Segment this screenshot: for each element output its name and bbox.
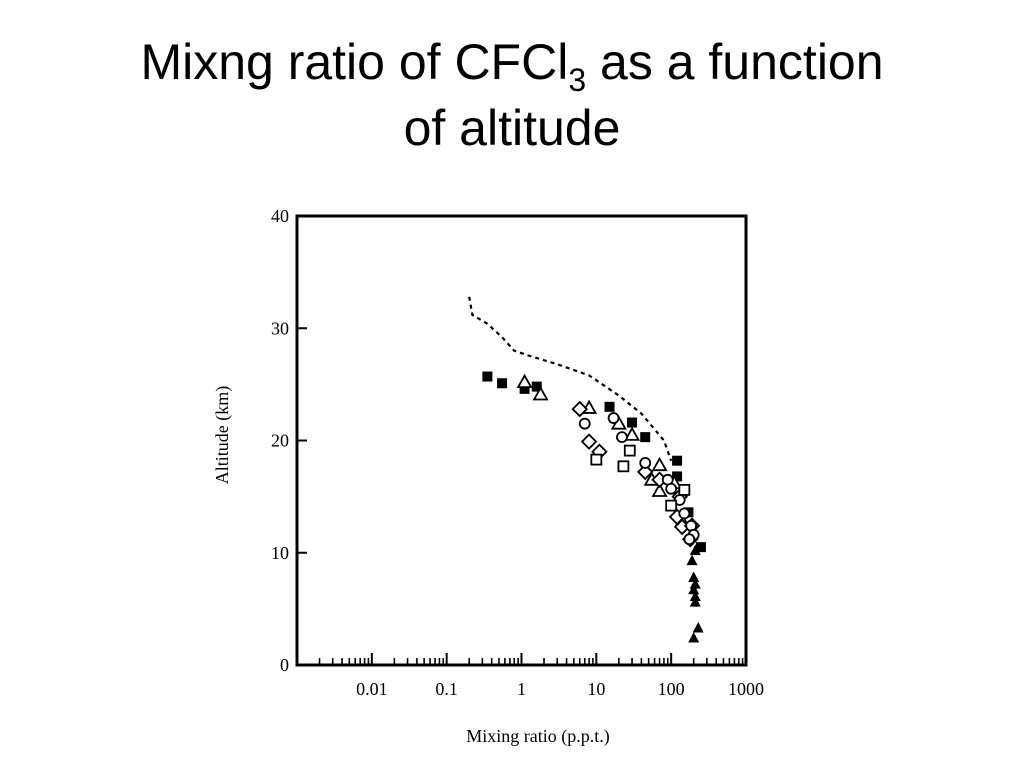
open-triangle-point <box>651 456 668 472</box>
open-circle-point <box>616 431 628 444</box>
x-tick-label: 10 <box>587 679 605 699</box>
filled-square-point <box>695 542 706 553</box>
filled-triangle-point <box>689 590 701 602</box>
filled-square-point <box>497 378 508 389</box>
open-circle-point <box>678 507 691 520</box>
x-tick-label: 0.01 <box>356 679 388 699</box>
open-triangle-point <box>651 482 668 497</box>
open-circle-point <box>607 412 620 424</box>
filled-square-point <box>531 381 542 392</box>
dashed-profile-line <box>468 296 673 462</box>
filled-square-point <box>672 471 683 482</box>
y-tick-label: 0 <box>280 655 289 675</box>
filled-square-point <box>519 383 530 394</box>
y-axis-label: Altitude (km) <box>212 386 233 484</box>
filled-square-point <box>640 432 651 443</box>
x-tick-label: 100 <box>658 679 685 699</box>
x-tick-label: 0.1 <box>435 679 458 699</box>
y-tick-label: 40 <box>271 206 289 226</box>
open-circle-point <box>683 533 696 546</box>
open-diamond-point <box>571 400 589 418</box>
filled-square-point <box>672 455 683 466</box>
x-axis-label: Mixing ratio (p.p.t.) <box>466 726 609 747</box>
x-tick-label: 1 <box>517 679 526 699</box>
filled-triangle-point <box>688 583 700 595</box>
filled-square-point <box>627 417 638 428</box>
open-circle-point <box>639 457 652 469</box>
slide-title: Mixng ratio of CFCl3 as a function of al… <box>0 32 1024 158</box>
filled-square-point <box>604 401 615 412</box>
open-square-point <box>623 444 636 457</box>
filled-triangle-point <box>688 571 700 582</box>
title-text-post: as a function <box>586 34 884 90</box>
title-subscript: 3 <box>568 62 587 98</box>
open-circle-point <box>665 482 678 495</box>
open-square-point <box>665 499 678 512</box>
filled-triangle-point <box>689 544 701 556</box>
filled-square-point <box>482 371 493 382</box>
y-tick-label: 10 <box>271 543 289 563</box>
filled-triangle-point <box>689 596 701 607</box>
open-triangle-point <box>623 426 641 441</box>
open-square-point <box>678 483 691 496</box>
open-triangle-point <box>516 373 533 389</box>
filled-triangle-point <box>686 554 698 566</box>
open-square-point <box>617 460 630 473</box>
open-triangle-point <box>532 386 549 401</box>
title-line-2: of altitude <box>403 100 621 156</box>
y-tick-label: 30 <box>271 318 289 338</box>
open-diamond-point <box>636 463 654 481</box>
open-square-point <box>590 453 603 466</box>
open-circle-point <box>578 417 591 430</box>
title-line-1: Mixng ratio of CFCl3 as a function <box>0 32 1024 98</box>
plot-frame <box>295 214 748 667</box>
filled-triangle-point <box>688 632 700 643</box>
y-tick-label: 20 <box>271 431 289 451</box>
x-tick-label: 1000 <box>728 679 764 699</box>
filled-triangle-point <box>692 621 704 633</box>
title-text-pre: Mixng ratio of CFCl <box>140 34 569 90</box>
open-diamond-point <box>580 433 598 450</box>
